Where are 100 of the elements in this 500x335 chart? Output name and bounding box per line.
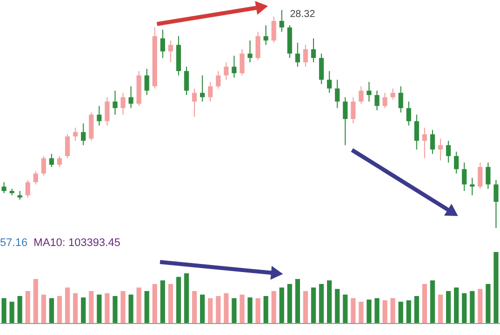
candlestick xyxy=(192,88,197,118)
bar xyxy=(326,280,332,323)
bar xyxy=(256,298,260,323)
bar xyxy=(248,297,252,323)
candlestick xyxy=(232,55,237,78)
bar xyxy=(224,293,229,323)
candlestick xyxy=(160,29,166,58)
candlestick xyxy=(33,170,38,185)
bar xyxy=(25,291,30,323)
bar xyxy=(57,296,62,323)
bar xyxy=(120,291,126,323)
candlestick xyxy=(216,70,221,89)
candlestick xyxy=(422,127,427,159)
bar xyxy=(263,296,268,323)
bar xyxy=(2,298,6,323)
candlestick xyxy=(73,127,78,142)
candlestick xyxy=(295,42,300,68)
bar xyxy=(33,278,38,323)
candlestick xyxy=(406,101,412,126)
bar xyxy=(184,273,189,323)
bar xyxy=(96,294,102,323)
candlestick xyxy=(248,40,252,63)
bar xyxy=(430,280,435,323)
candlestick xyxy=(334,79,340,109)
bar xyxy=(406,300,412,323)
bar xyxy=(176,276,181,323)
candlestick xyxy=(57,156,62,168)
bar xyxy=(470,291,475,323)
candlestick xyxy=(398,86,404,113)
candlestick xyxy=(200,74,205,102)
candlestick xyxy=(342,96,348,146)
candlestick xyxy=(2,182,6,194)
bar xyxy=(65,288,70,323)
bar xyxy=(88,291,94,323)
bar xyxy=(232,298,237,323)
bar xyxy=(152,284,158,323)
bar xyxy=(144,291,150,323)
bar xyxy=(398,302,404,323)
annotation: 28.32 xyxy=(290,9,316,20)
candlestick xyxy=(104,96,110,126)
bar xyxy=(17,296,22,323)
bar xyxy=(279,288,284,323)
candlestick xyxy=(25,180,30,198)
bar xyxy=(295,278,300,323)
bar xyxy=(128,294,134,323)
bar xyxy=(73,293,78,323)
bar xyxy=(192,291,197,323)
candlestick xyxy=(382,92,388,109)
candlestick xyxy=(486,162,490,190)
bar xyxy=(319,284,324,323)
bar xyxy=(240,294,244,323)
candlestick xyxy=(358,86,364,104)
bar xyxy=(10,302,14,323)
candlestick xyxy=(366,81,372,102)
bar xyxy=(454,288,459,323)
bar xyxy=(80,297,86,323)
bar xyxy=(303,291,308,323)
candlestick xyxy=(80,122,86,146)
bar xyxy=(160,280,166,323)
candlestick xyxy=(128,86,134,109)
bar xyxy=(287,284,292,323)
text: MA10: 103393.45 xyxy=(34,237,120,249)
bar xyxy=(112,296,118,323)
bar xyxy=(208,298,213,323)
bar xyxy=(422,284,427,323)
candlestick xyxy=(374,90,380,111)
text: 57.16 xyxy=(0,237,28,249)
bar xyxy=(216,296,221,323)
bar xyxy=(104,293,110,323)
bar xyxy=(200,294,205,323)
bar xyxy=(494,252,498,323)
candlestick xyxy=(208,81,213,102)
bar xyxy=(390,298,396,323)
candlestick xyxy=(144,68,150,96)
candlestick xyxy=(454,151,459,174)
bar xyxy=(462,293,467,323)
candlestick xyxy=(478,162,483,190)
bar xyxy=(366,300,372,323)
bar xyxy=(478,288,483,323)
candlestick xyxy=(446,140,451,164)
candlestick xyxy=(49,153,54,168)
bar xyxy=(446,291,451,323)
candlestick xyxy=(65,134,70,159)
bar xyxy=(438,294,443,323)
candlestick xyxy=(311,38,316,63)
candlestick xyxy=(271,16,276,44)
bar xyxy=(334,288,340,323)
candlestick xyxy=(41,156,46,176)
candlestick xyxy=(96,105,102,126)
bar xyxy=(382,300,388,323)
bar xyxy=(41,294,46,323)
bar xyxy=(136,288,142,323)
bar xyxy=(358,302,364,323)
candlestick xyxy=(240,48,244,76)
candlestick xyxy=(224,62,229,80)
candlestick xyxy=(350,96,356,124)
candlestick xyxy=(438,138,443,161)
bar xyxy=(168,284,174,323)
candlestick xyxy=(326,70,332,94)
candlestick xyxy=(462,162,467,192)
